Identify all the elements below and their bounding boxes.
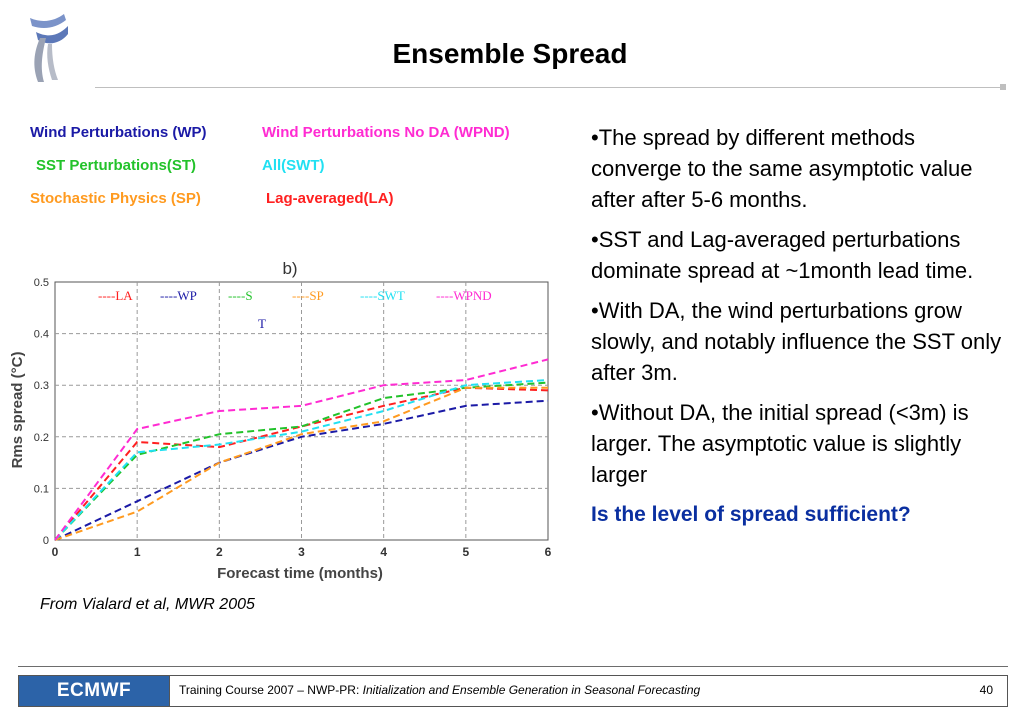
chart-title: b): [282, 259, 297, 278]
legend-swt-text: All(SWT): [262, 157, 325, 174]
legend-label: ----WPND: [436, 288, 492, 303]
legend-label: ----SP: [292, 288, 324, 303]
y-axis-label: Rms spread (°C): [9, 352, 26, 469]
title-divider-end: [1000, 84, 1006, 90]
x-tick-label: 5: [462, 545, 469, 559]
footer-logo: ECMWF: [19, 676, 169, 706]
legend-st-text: SST Perturbations(ST): [36, 157, 197, 174]
legend-wpnd: Wind Perturbations No DA (WPND): [262, 124, 510, 141]
x-tick-label: 1: [134, 545, 141, 559]
y-tick-label: 0.1: [34, 483, 49, 495]
title-divider: [95, 87, 1005, 88]
series-line-wp: [54, 399, 549, 541]
legend-label: ----WP: [160, 288, 197, 303]
legend-swt: All(SWT): [262, 157, 324, 174]
y-tick-label: 0: [43, 535, 49, 547]
closing-question: Is the level of spread sufficient?: [591, 503, 911, 526]
slide-title: Ensemble Spread: [392, 38, 628, 69]
x-tick-label: 0: [52, 545, 59, 559]
footer-prefix: Training Course 2007 – NWP-PR:: [179, 683, 363, 697]
y-tick-label: 0.3: [34, 380, 49, 392]
bullet-list: •The spread by different methods converg…: [591, 122, 1006, 530]
legend-sp-text: Stochastic Physics (SP): [30, 190, 201, 207]
ecmwf-logo-icon: [30, 14, 68, 82]
y-tick-label: 0.5: [34, 277, 49, 289]
footer-text: Training Course 2007 – NWP-PR: Initializ…: [179, 683, 700, 697]
series-line-wpnd: [54, 358, 549, 541]
x-axis-label: Forecast time (months): [217, 565, 383, 582]
legend-label: T: [258, 316, 266, 331]
bullet-item: •SST and Lag-averaged perturbations domi…: [591, 227, 974, 283]
legend-la: Lag-averaged(LA): [266, 190, 394, 207]
y-tick-label: 0.4: [34, 329, 49, 341]
page-number: 40: [979, 683, 993, 697]
legend-st: SST Perturbations(ST): [36, 157, 196, 174]
legend-wpnd-text: Wind Perturbations No DA (WPND): [262, 124, 510, 141]
bullet-item: •Without DA, the initial spread (<3m) is…: [591, 400, 969, 487]
legend-la-text: Lag-averaged(LA): [266, 190, 394, 207]
y-tick-label: 0.2: [34, 432, 49, 444]
x-tick-label: 2: [216, 545, 223, 559]
footer-divider: [18, 666, 1008, 667]
legend-label: ----SWT: [360, 288, 405, 303]
x-tick-label: 6: [545, 545, 552, 559]
legend-sp: Stochastic Physics (SP): [30, 190, 201, 207]
series-line-sp: [54, 386, 548, 541]
legend-wp-text: Wind Perturbations (WP): [30, 124, 207, 141]
footer-separator: [169, 676, 170, 706]
spread-chart: 0 0.1 0.2 0.3 0.4 0.5 0 1 2 3 4 5 6 b) Forecast time (…: [9, 259, 552, 582]
x-tick-label: 4: [380, 545, 387, 559]
bullet-item: •With DA, the wind perturbations grow sl…: [591, 298, 1002, 385]
spread-figure: 0 0.1 0.2 0.3 0.4 0.5 0 1 2 3 4 5 6 b) Forecast time (…: [0, 250, 560, 590]
figure-caption: From Vialard et al, MWR 2005: [40, 596, 255, 613]
legend-label: ----LA: [98, 288, 133, 303]
legend-label: ----S: [228, 288, 253, 303]
footer-course-title: Initialization and Ensemble Generation i…: [362, 683, 701, 697]
legend-wp: Wind Perturbations (WP): [30, 124, 207, 141]
footer-logo-text: ECMWF: [56, 680, 132, 701]
footer-bar: ECMWF Training Course 2007 – NWP-PR: Ini…: [18, 675, 1008, 707]
bullet-item: •The spread by different methods converg…: [591, 125, 973, 212]
series-line-swt: [54, 379, 549, 541]
x-tick-label: 3: [298, 545, 305, 559]
